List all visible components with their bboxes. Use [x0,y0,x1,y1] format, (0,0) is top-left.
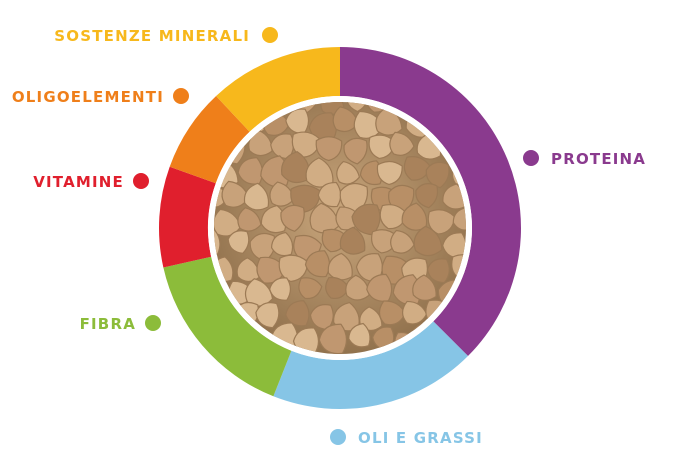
kibble-piece [390,229,415,254]
kibble-piece [270,231,294,257]
kibble-piece [452,206,466,231]
legend-label-oli-e-grassi: OLI E GRASSI [358,429,483,447]
kibble-piece [269,277,292,301]
kibble-piece [280,151,311,184]
legend-dot-oligoelementi [173,88,189,104]
kibble-piece [403,156,432,181]
kibble-piece [412,274,437,302]
donut-segments [158,47,522,409]
kibble-piece [401,300,428,325]
legend-dot-sostenze-minerali [262,27,278,43]
kibble-piece [227,230,250,254]
kibble-piece [415,183,439,209]
kibble-piece [359,306,383,332]
kibble-piece [318,323,348,354]
kibble-piece [298,277,323,300]
kibble-piece [372,326,395,351]
kibble-piece [269,181,295,207]
legend-label-fibra: FIBRA [80,315,136,333]
kibble-piece [236,257,260,283]
kibble-piece [237,207,262,232]
kibble-piece [315,136,343,162]
kibble-piece [280,204,305,232]
legend: PROTEINA OLI E GRASSI FIBRA VITAMINE OLIGOEL… [12,27,646,447]
legend-label-sostenze-minerali: SOSTENZE MINERALI [54,27,250,45]
kibble-piece [378,300,406,326]
legend-label-proteina: PROTEINA [551,150,646,168]
kibble-piece [332,106,359,133]
legend-label-oligoelementi: OLIGOELEMENTI [12,88,164,106]
legend-dot-proteina [523,150,539,166]
legend-dot-fibra [145,315,161,331]
kibble-piece [368,134,396,160]
kibble-piece [413,225,443,257]
segment-vitamine [158,166,216,268]
kibble-piece [427,209,456,235]
segment-sostenze-minerali [216,47,340,132]
kibble-piece [305,157,334,188]
legend-dot-vitamine [133,173,149,189]
segment-proteina [340,47,522,356]
segment-fibra [163,256,292,397]
kibble-piece [309,304,334,331]
kibble-piece [291,131,321,158]
segment-oli-e-grassi [273,321,468,409]
kibble-piece [351,203,381,236]
kibble-piece [425,161,450,189]
kibble-piece [389,131,415,156]
kibble-piece [343,137,368,165]
segment-oligoelementi [169,96,250,184]
legend-dot-oli-e-grassi [330,429,346,445]
kibble-piece [401,202,428,231]
kibble-piece [325,276,350,299]
kibble-piece [376,160,403,186]
kibble-piece [278,254,309,283]
legend-label-vitamine: VITAMINE [33,173,124,191]
kibble-piece [243,182,270,211]
kibble-piece [345,274,370,301]
kibble-piece [426,258,450,284]
kibble-piece [348,322,371,348]
kibble-piece [221,180,250,208]
kibble-piece [255,302,280,329]
kibble-piece [339,226,366,255]
kibble-piece [379,204,408,230]
kibble-piece [366,273,393,302]
